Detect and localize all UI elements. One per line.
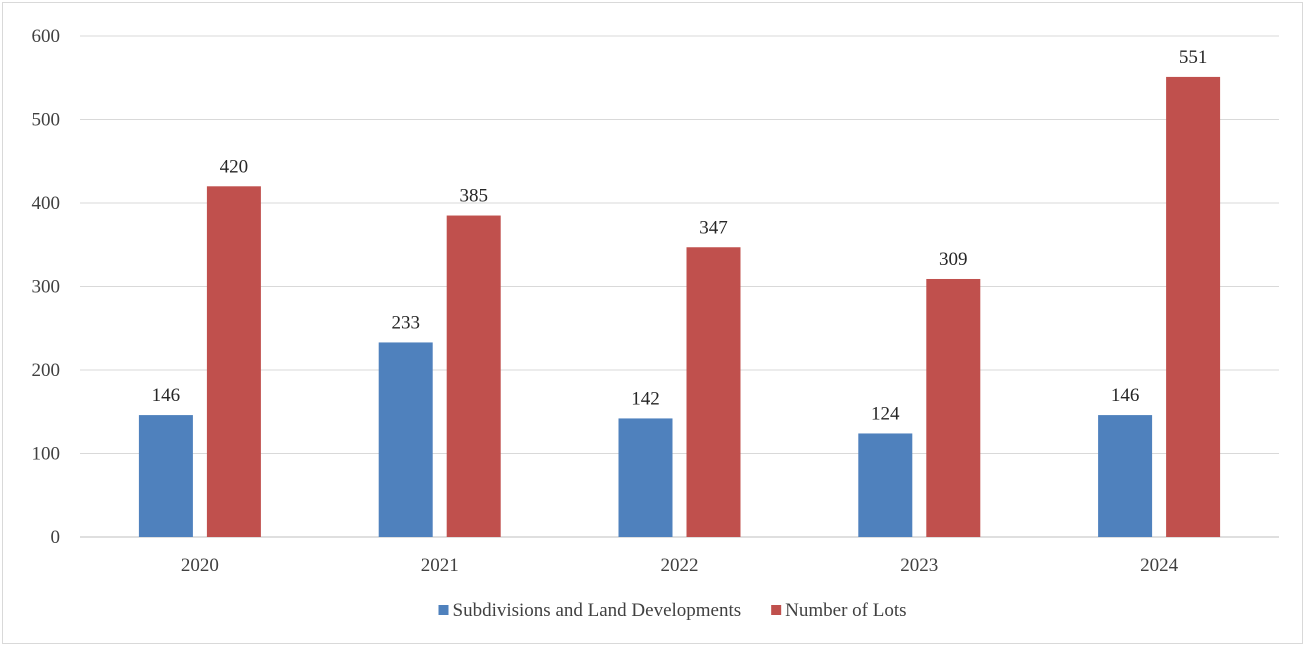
legend-swatch [771,605,782,615]
bar [858,433,913,537]
y-tick-label: 600 [32,26,61,47]
bar [618,418,673,537]
y-tick-label: 300 [32,277,61,298]
y-tick-label: 0 [51,527,61,548]
bar [1098,415,1153,537]
x-tick-label: 2020 [181,555,219,576]
data-label: 309 [939,249,968,270]
x-tick-label: 2021 [421,555,459,576]
bar [378,342,433,537]
bars [138,76,1221,538]
gridlines [80,35,1279,538]
data-label: 385 [459,186,488,207]
x-tick-label: 2022 [661,555,699,576]
bar [926,278,981,537]
legend: Subdivisions and Land Developments Number… [438,600,907,621]
data-label: 146 [152,385,181,406]
data-label: 551 [1179,47,1208,68]
bar [138,415,193,537]
legend-swatch [438,605,449,615]
x-tick-label: 2023 [900,555,938,576]
legend-label: Subdivisions and Land Developments [453,600,742,621]
y-tick-label: 500 [32,110,61,131]
x-tick-label: 2024 [1140,555,1179,576]
data-label: 146 [1111,385,1140,406]
bar [446,215,501,537]
bar [686,247,741,537]
bar [1166,76,1221,537]
legend-label: Number of Lots [785,600,906,621]
y-axis-labels: 0 100 200 300 400 500 600 [32,26,61,548]
data-label: 420 [220,156,249,177]
data-label: 142 [631,388,660,409]
data-label: 233 [391,312,420,333]
y-tick-label: 400 [32,193,61,214]
data-labels: 146 420 233 385 142 347 124 309 146 551 [152,47,1208,425]
x-axis-labels: 2020 2021 2022 2023 2024 [181,555,1179,576]
bar [206,186,261,538]
data-label: 347 [699,217,728,238]
y-tick-label: 200 [32,360,61,381]
y-tick-label: 100 [32,444,61,465]
data-label: 124 [871,403,900,424]
